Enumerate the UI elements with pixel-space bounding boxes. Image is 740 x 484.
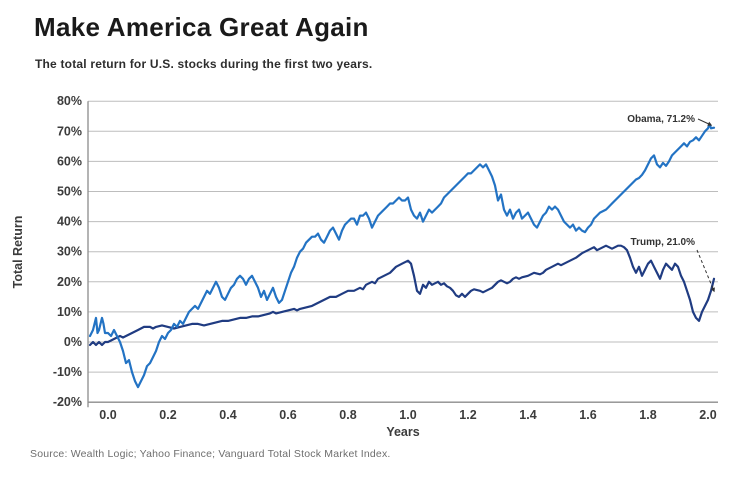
y-tick-label: 70% (57, 124, 82, 138)
y-tick-label: 60% (57, 154, 82, 168)
x-tick-label: 0.6 (279, 408, 296, 422)
x-tick-label: 0.8 (339, 408, 356, 422)
y-tick-label: 0% (64, 335, 82, 349)
obama-callout-leader-line (697, 118, 713, 126)
y-axis-title: Total Return (11, 216, 25, 289)
x-tick-label: 1.6 (579, 408, 596, 422)
x-tick-label: 1.8 (639, 408, 656, 422)
x-tick-label: 0.0 (99, 408, 116, 422)
x-tick-label: 1.2 (459, 408, 476, 422)
x-tick-label: 1.0 (399, 408, 416, 422)
y-tick-label: 80% (57, 94, 82, 108)
y-tick-label: 40% (57, 215, 82, 229)
x-tick-label: 0.2 (159, 408, 176, 422)
series-line-obama (88, 122, 716, 389)
y-tick-label: -20% (53, 395, 82, 409)
y-tick-label: 50% (57, 185, 82, 199)
chart-subtitle: The total return for U.S. stocks during … (35, 57, 373, 71)
y-tick-label: 10% (57, 305, 82, 319)
y-tick-label: 30% (57, 245, 82, 259)
x-tick-label: 0.4 (219, 408, 236, 422)
x-tick-label: 1.4 (519, 408, 536, 422)
trump-callout-leader-line (696, 249, 715, 293)
source-note: Source: Wealth Logic; Yahoo Finance; Van… (30, 448, 391, 460)
y-tick-label: -10% (53, 365, 82, 379)
trump-callout-label: Trump, 21.0% (631, 237, 696, 248)
page-title: Make America Great Again (34, 12, 369, 42)
x-tick-label: 2.0 (699, 408, 716, 422)
obama-callout-label: Obama, 71.2% (627, 114, 695, 125)
series-line-trump (88, 244, 716, 347)
x-axis-title: Years (386, 425, 419, 439)
y-tick-label: 20% (57, 275, 82, 289)
